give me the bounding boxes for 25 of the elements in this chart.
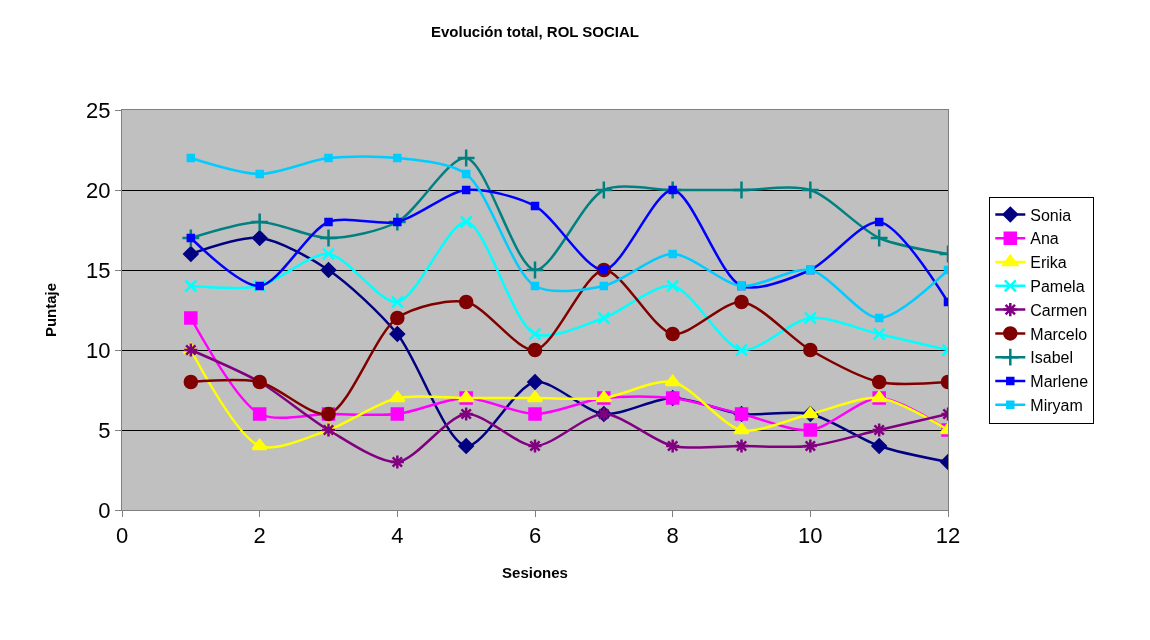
x-tick-label: 0 <box>115 523 129 549</box>
y-tick-label: 20 <box>86 177 111 203</box>
x-axis-title: Sesiones <box>502 564 568 582</box>
legend-label: Miryam <box>1030 397 1083 415</box>
x-tick-label: 4 <box>391 523 404 549</box>
legend-label: Marcelo <box>1030 325 1088 343</box>
legend-label: Sonia <box>1030 206 1072 224</box>
legend-label: Erika <box>1030 254 1067 272</box>
y-tick-label: 5 <box>98 417 111 443</box>
y-axis-title: Puntaje <box>42 282 60 338</box>
legend-label: Isabel <box>1030 349 1073 367</box>
y-tick-label: 25 <box>86 97 111 123</box>
legend-label: Marlene <box>1030 373 1089 391</box>
chart-title: Evolución total, ROL SOCIAL <box>430 23 640 41</box>
y-tick-label: 10 <box>86 337 111 363</box>
legend-label: Carmen <box>1030 301 1088 319</box>
x-tick-label: 10 <box>798 523 823 549</box>
x-tick-label: 12 <box>935 523 961 549</box>
x-tick-label: 8 <box>666 523 679 549</box>
x-tick-label: 6 <box>528 523 542 549</box>
y-tick-label: 15 <box>86 257 111 283</box>
legend-label: Ana <box>1030 230 1059 248</box>
x-tick-label: 2 <box>253 523 266 549</box>
y-tick-label: 0 <box>98 497 111 523</box>
legend-label: Pamela <box>1030 278 1085 296</box>
